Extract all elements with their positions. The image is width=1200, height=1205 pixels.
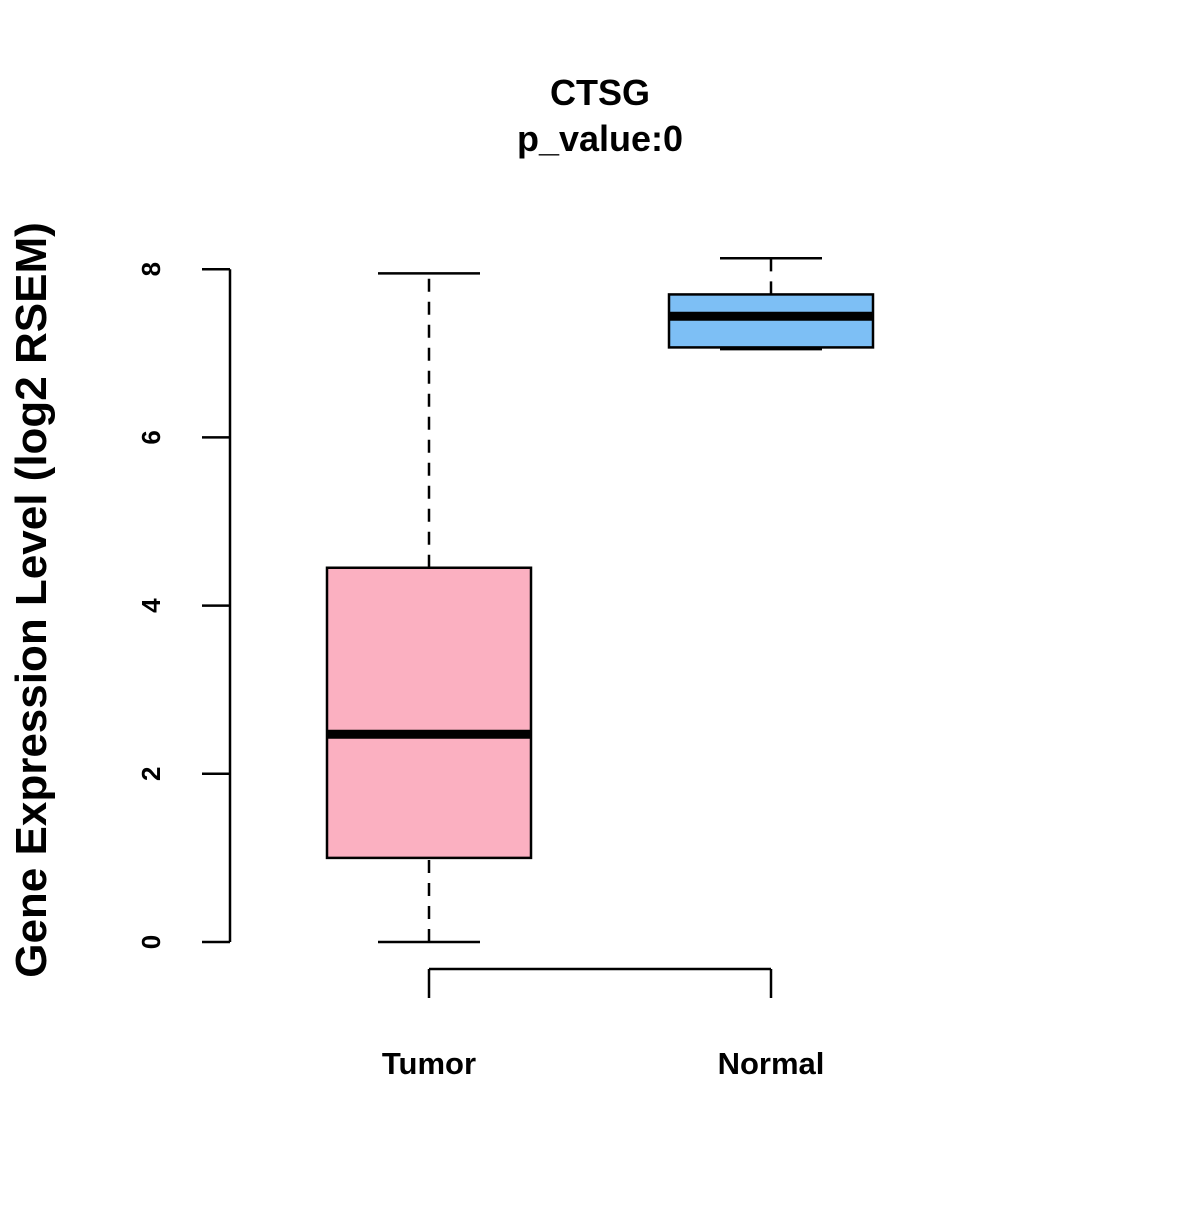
y-tick-label: 4: [136, 598, 166, 613]
y-tick-label: 2: [136, 767, 166, 781]
plot-area: 0 2 4 6 8 Tumor Normal: [136, 257, 875, 1081]
box-normal: [667, 293, 875, 349]
x-tick-label: Tumor: [382, 1046, 476, 1081]
x-tick-label: Normal: [718, 1046, 825, 1081]
y-axis-label: Gene Expression Level (log2 RSEM): [7, 222, 56, 978]
y-tick-label: 8: [136, 262, 166, 276]
y-tick-label: 6: [136, 430, 166, 444]
y-tick-label: 0: [136, 935, 166, 949]
box-tumor: [325, 566, 533, 860]
chart-title: CTSG: [550, 72, 650, 113]
chart-subtitle: p_value:0: [517, 118, 683, 159]
